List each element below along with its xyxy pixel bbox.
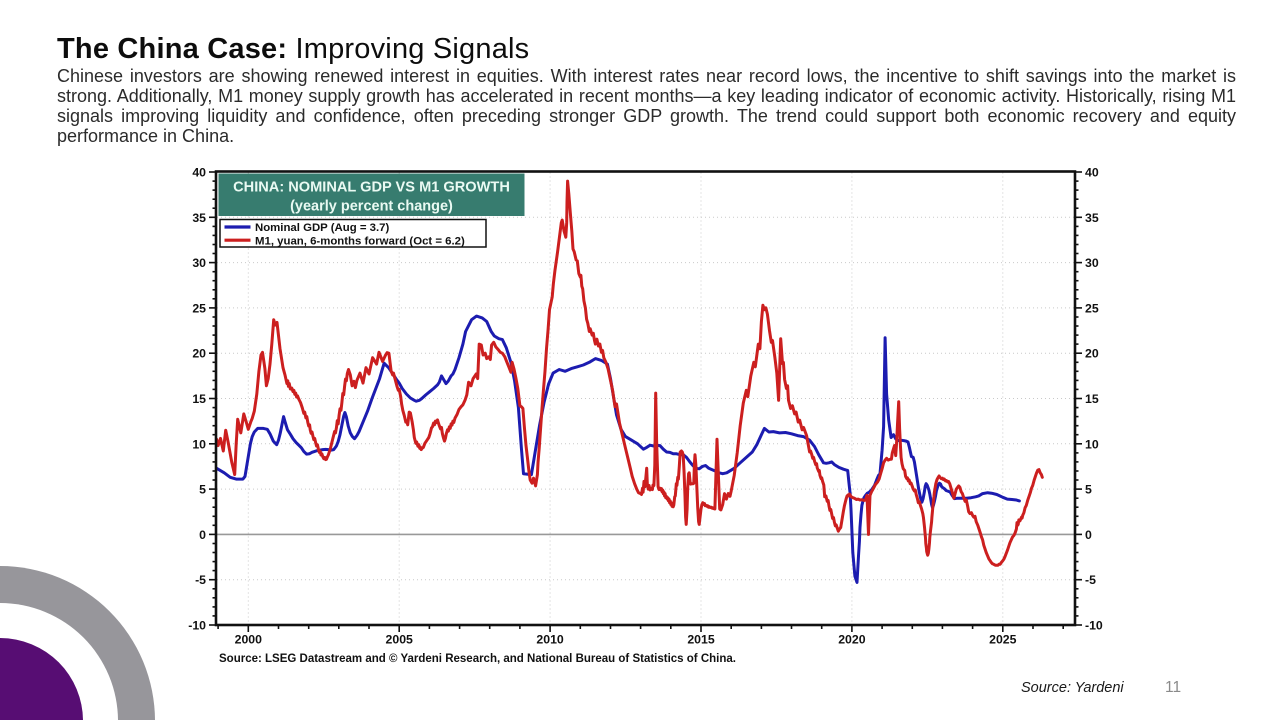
svg-text:2000: 2000 [235, 633, 263, 647]
svg-text:2020: 2020 [838, 633, 866, 647]
svg-text:2005: 2005 [386, 633, 414, 647]
svg-text:CHINA: NOMINAL GDP VS M1 GROWT: CHINA: NOMINAL GDP VS M1 GROWTH [233, 180, 510, 196]
svg-text:10: 10 [192, 437, 206, 451]
svg-text:30: 30 [192, 256, 206, 270]
svg-text:2015: 2015 [687, 633, 715, 647]
svg-text:0: 0 [1085, 528, 1092, 542]
svg-text:-10: -10 [188, 619, 206, 633]
svg-text:25: 25 [1085, 301, 1099, 315]
svg-text:2010: 2010 [536, 633, 564, 647]
svg-text:0: 0 [199, 528, 206, 542]
svg-text:25: 25 [192, 301, 206, 315]
svg-text:15: 15 [1085, 392, 1099, 406]
svg-text:-10: -10 [1085, 619, 1103, 633]
svg-text:10: 10 [1085, 437, 1099, 451]
svg-text:40: 40 [1085, 166, 1099, 180]
svg-text:-5: -5 [195, 573, 206, 587]
svg-text:Source: LSEG Datastream and ©: Source: LSEG Datastream and © Yardeni Re… [219, 653, 736, 665]
svg-text:30: 30 [1085, 256, 1099, 270]
svg-text:5: 5 [199, 483, 206, 497]
svg-text:20: 20 [1085, 347, 1099, 361]
svg-text:35: 35 [1085, 211, 1099, 225]
svg-text:-5: -5 [1085, 573, 1096, 587]
svg-text:35: 35 [192, 211, 206, 225]
svg-text:(yearly percent change): (yearly percent change) [290, 199, 453, 215]
svg-text:5: 5 [1085, 483, 1092, 497]
svg-text:40: 40 [192, 166, 206, 180]
svg-text:M1, yuan, 6-months forward (Oc: M1, yuan, 6-months forward (Oct = 6.2) [255, 235, 465, 247]
svg-text:15: 15 [192, 392, 206, 406]
svg-text:2025: 2025 [989, 633, 1017, 647]
svg-text:Nominal GDP (Aug = 3.7): Nominal GDP (Aug = 3.7) [255, 222, 389, 234]
svg-text:20: 20 [192, 347, 206, 361]
